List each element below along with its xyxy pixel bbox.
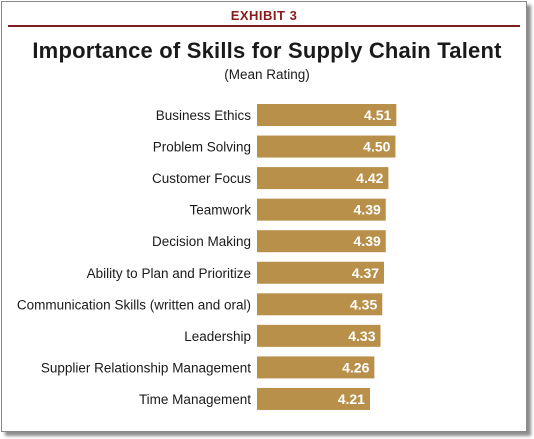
category-label: Supplier Relationship Management [41,360,251,375]
exhibit-label: EXHIBIT 3 [230,8,298,23]
category-label: Business Ethics [156,108,252,123]
bar [257,324,381,347]
value-label: 4.26 [342,359,369,375]
category-label: Leadership [184,329,251,344]
value-label: 4.42 [356,170,383,186]
category-label: Decision Making [152,234,251,249]
value-label: 4.35 [350,296,377,312]
bar [257,293,383,316]
category-label: Ability to Plan and Prioritize [87,266,251,281]
value-label: 4.33 [348,328,375,344]
bar [257,167,389,190]
bar [257,198,386,221]
bar [257,387,370,410]
category-label: Teamwork [189,203,251,218]
value-label: 4.39 [354,202,381,218]
value-label: 4.37 [352,265,379,281]
bar [257,230,386,253]
chart-subtitle: (Mean Rating) [224,67,310,82]
bar [257,104,397,126]
value-label: 4.21 [338,391,365,407]
bar [257,135,396,158]
bar [257,261,385,284]
category-label: Communication Skills (written and oral) [17,297,251,312]
category-label: Problem Solving [153,140,251,155]
value-label: 4.51 [364,107,391,123]
bar [257,356,375,379]
category-label: Time Management [139,392,251,407]
value-label: 4.39 [354,233,381,249]
exhibit-header: EXHIBIT 3 [8,7,520,27]
category-label: Customer Focus [152,171,251,186]
chart-title: Importance of Skills for Supply Chain Ta… [32,38,502,63]
value-label: 4.50 [363,139,390,155]
